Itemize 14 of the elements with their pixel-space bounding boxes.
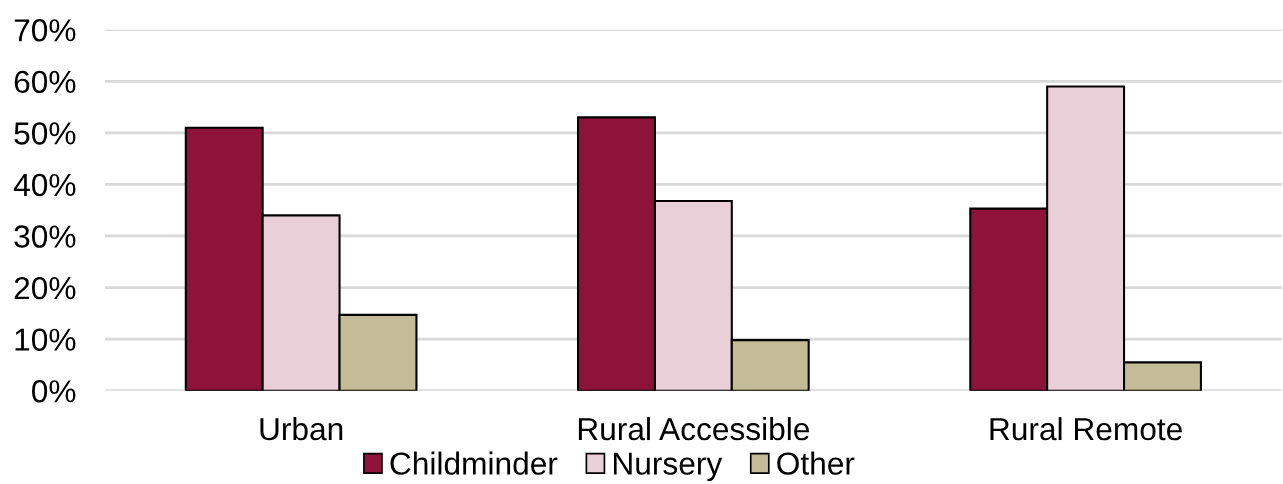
legend-label: Other [777,451,855,475]
y-tick-label: 0% [32,380,76,403]
y-tick-label: 60% [14,70,76,94]
x-tick-label: Rural Remote [990,417,1182,441]
y-tick-label: 20% [14,276,76,300]
y-tick-label: 10% [15,328,76,351]
y-tick-label: 40% [13,173,76,197]
x-tick-label: Urban [260,417,343,441]
x-tick-label: Rural Accessible [578,417,809,441]
legend-label: Nursery [613,452,723,482]
y-tick-label: 30% [14,225,76,248]
y-tick-label: 50% [14,122,76,145]
legend-label: Childminder [390,451,558,475]
y-tick-label: 70% [14,19,76,42]
